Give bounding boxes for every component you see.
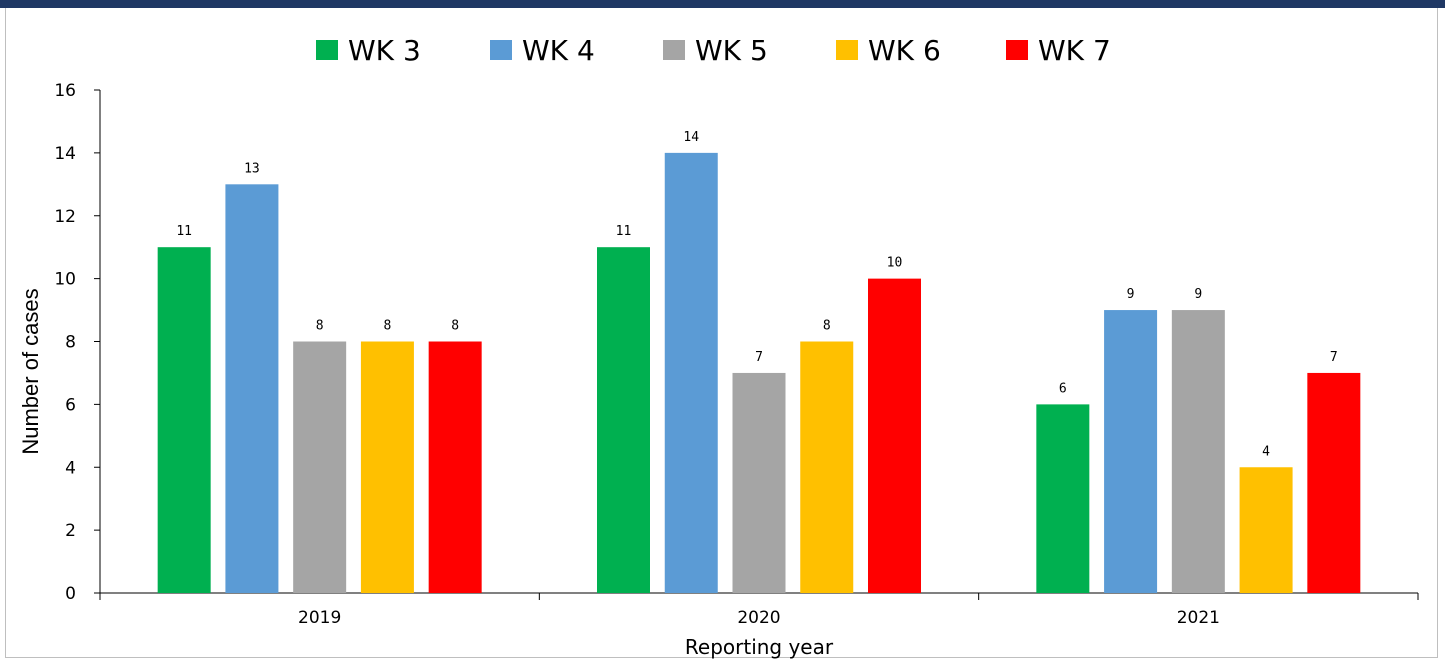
data-label: 6 — [1059, 381, 1067, 396]
bar-wk-6-2020 — [800, 341, 854, 593]
data-labels: 11 13 8 8 8 11 14 7 8 10 6 9 9 4 7 — [176, 130, 1337, 459]
y-tick-label: 0 — [65, 584, 76, 604]
legend: WK 3 WK 4 WK 5 WK 6 WK 7 — [316, 34, 1111, 67]
data-label: 9 — [1127, 287, 1135, 302]
bar-wk-6-2019 — [360, 341, 414, 593]
data-label: 8 — [823, 319, 831, 334]
y-tick-label: 4 — [65, 458, 76, 478]
y-tick-label: 14 — [54, 144, 76, 164]
legend-swatch-wk-5 — [663, 40, 685, 60]
legend-swatch-wk-4 — [490, 40, 512, 60]
bar-wk-3-2020 — [597, 247, 650, 593]
legend-label: WK 6 — [868, 34, 941, 67]
data-label: 7 — [1330, 350, 1338, 365]
bar-wk-5-2019 — [293, 341, 347, 593]
bar-wk-4-2021 — [1104, 310, 1158, 593]
data-label: 8 — [451, 319, 459, 334]
bar-wk-7-2019 — [428, 341, 482, 593]
data-label: 10 — [887, 256, 903, 271]
y-axis-title: Number of cases — [18, 288, 43, 454]
y-tick-label: 8 — [65, 333, 76, 353]
bar-wk-3-2019 — [157, 247, 211, 593]
x-tick-label: 2021 — [1177, 608, 1220, 628]
data-label: 11 — [616, 224, 632, 239]
x-tick-label: 2020 — [737, 608, 780, 628]
y-axis: 0 2 4 6 8 10 12 14 16 — [54, 81, 101, 604]
bar-wk-7-2021 — [1307, 372, 1361, 593]
x-axis-title: Reporting year — [685, 635, 834, 659]
data-label: 13 — [244, 161, 260, 176]
data-label: 9 — [1194, 287, 1202, 302]
bar-wk-7-2020 — [868, 278, 921, 593]
x-axis: 2019 2020 2021 — [99, 592, 1419, 628]
chart-frame — [5, 8, 1438, 658]
legend-label: WK 3 — [348, 34, 421, 67]
legend-label: WK 4 — [522, 34, 595, 67]
x-tick-label: 2019 — [298, 608, 341, 628]
bar-wk-3-2021 — [1036, 404, 1090, 593]
data-label: 4 — [1262, 444, 1270, 459]
bar-wk-5-2020 — [732, 372, 786, 593]
legend-swatch-wk-3 — [316, 40, 338, 60]
bar-wk-6-2021 — [1239, 467, 1293, 593]
data-label: 8 — [384, 319, 392, 334]
legend-label: WK 7 — [1038, 34, 1111, 67]
bar-wk-4-2020 — [664, 152, 718, 593]
legend-swatch-wk-6 — [836, 40, 858, 60]
bar-wk-4-2019 — [225, 184, 279, 593]
legend-swatch-wk-7 — [1006, 40, 1028, 60]
data-label: 8 — [316, 319, 324, 334]
bars — [157, 152, 1361, 593]
y-tick-label: 12 — [54, 207, 76, 227]
legend-label: WK 5 — [695, 34, 768, 67]
y-tick-label: 2 — [65, 521, 76, 541]
bar-wk-5-2021 — [1171, 310, 1225, 593]
data-label: 11 — [176, 224, 192, 239]
data-label: 14 — [683, 130, 699, 145]
y-tick-label: 6 — [65, 395, 76, 415]
y-tick-label: 16 — [54, 81, 76, 101]
y-tick-label: 10 — [54, 270, 76, 290]
header-band — [0, 0, 1445, 8]
data-label: 7 — [755, 350, 763, 365]
